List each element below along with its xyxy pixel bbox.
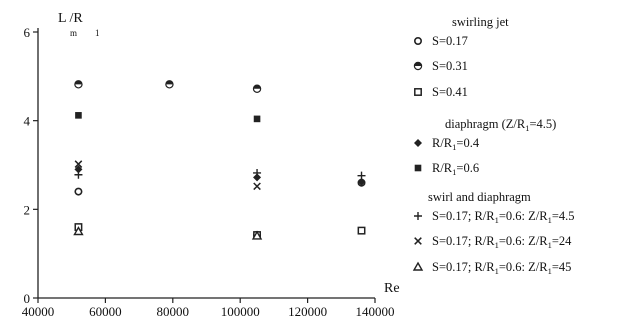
legend-marker: [413, 61, 423, 71]
x-tick-label: 40000: [22, 304, 55, 319]
data-point: [165, 80, 174, 89]
y-axis-label: L /R m 1: [58, 11, 100, 38]
x-tick-label: 80000: [157, 304, 190, 319]
legend-label: S=0.17: [432, 34, 468, 48]
y-tick-label: 6: [24, 25, 31, 40]
legend-marker: [414, 237, 422, 245]
data-point: [253, 182, 261, 191]
legend-label: S=0.31: [432, 59, 468, 73]
data-point: [357, 177, 366, 186]
legend-marker: [414, 139, 422, 147]
legend-label: S=0.17; R/R1​=0.6: Z/R1​=4.5: [432, 209, 575, 225]
y-tick-label: 2: [24, 202, 31, 217]
legend-marker: [414, 88, 422, 96]
data-point: [74, 165, 83, 174]
legend-marker: [414, 212, 422, 220]
data-point: [74, 187, 83, 196]
legend-marker: [412, 261, 424, 271]
data-point: [357, 226, 366, 235]
data-point: [73, 226, 84, 236]
x-axis-label: Re: [384, 281, 400, 296]
data-point: [252, 84, 262, 93]
x-tick-label: 140000: [356, 304, 395, 319]
data-point: [253, 168, 262, 177]
data-point: [74, 80, 83, 89]
legend-label: S=0.17; R/R1​=0.6: Z/R1​=45: [432, 260, 571, 276]
legend-group-title: swirling jet: [452, 15, 509, 29]
legend-marker: [414, 164, 422, 172]
data-point: [75, 112, 82, 119]
y-tick-label: 4: [24, 114, 31, 129]
data-point: [253, 115, 261, 123]
x-tick-label: 120000: [288, 304, 327, 319]
data-point: [74, 160, 83, 168]
legend-group-title: diaphragm (Z/R1​=4.5): [445, 117, 556, 133]
legend-label: S=0.41: [432, 85, 468, 99]
legend-label: S=0.17; R/R1​=0.6: Z/R1​=24: [432, 234, 572, 250]
data-points: [73, 80, 366, 240]
data-point: [357, 171, 366, 180]
data-point: [74, 170, 83, 179]
legend-label: R/R1​=0.6: [432, 161, 479, 177]
legend: swirling jet S=0.17 S=0.31 S=0.41 diaphragm …: [412, 15, 575, 276]
legend-label: R/R1​=0.4: [432, 136, 480, 152]
legend-group-title: swirl and diaphragm: [428, 190, 531, 204]
data-point: [251, 230, 263, 240]
x-tick-label: 60000: [89, 304, 122, 319]
data-point: [253, 173, 262, 182]
x-tick-label: 100000: [221, 304, 260, 319]
legend-marker: [413, 36, 422, 45]
y-tick-label: 0: [24, 291, 31, 306]
